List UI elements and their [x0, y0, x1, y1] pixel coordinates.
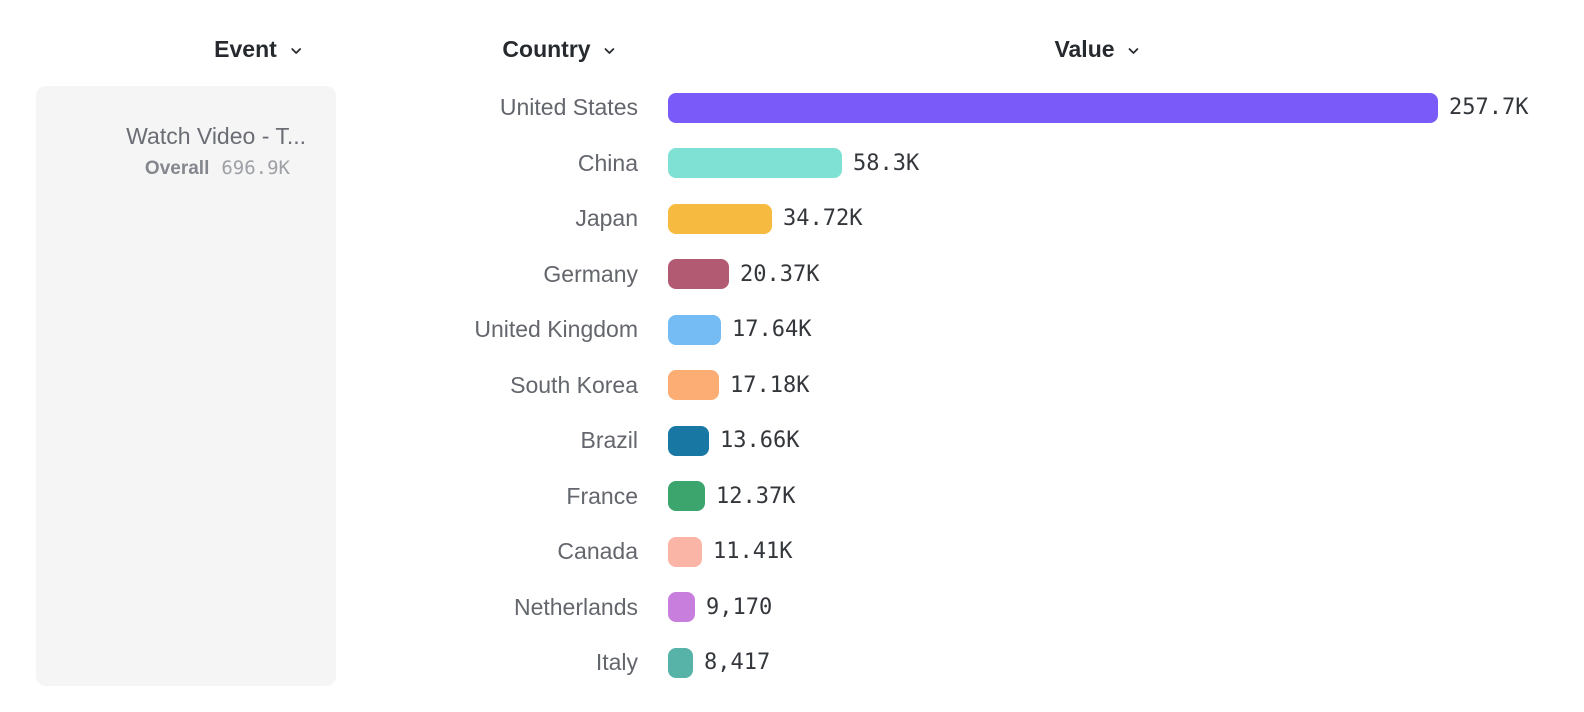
country-label: Canada — [557, 538, 638, 565]
value-label: 34.72K — [783, 206, 863, 232]
chart-row: Brazil 13.66K — [388, 413, 1584, 469]
bar-cell: 12.37K — [668, 481, 1584, 512]
value-bar[interactable] — [668, 314, 721, 345]
country-label: China — [577, 149, 638, 176]
country-column-label: Country — [502, 35, 591, 62]
value-label: 8,417 — [704, 650, 771, 676]
value-label: 11.41K — [713, 539, 793, 565]
value-bar[interactable] — [668, 647, 693, 678]
value-bar[interactable] — [668, 259, 729, 290]
value-bar[interactable] — [668, 592, 695, 623]
value-column-label: Value — [1054, 35, 1115, 62]
bar-cell: 257.7K — [668, 92, 1584, 123]
country-label: Japan — [575, 205, 638, 232]
country-label: South Korea — [510, 371, 638, 398]
value-bar[interactable] — [668, 425, 709, 456]
bar-cell: 20.37K — [668, 259, 1584, 290]
value-bar[interactable] — [668, 203, 772, 234]
country-label: Brazil — [580, 427, 638, 454]
value-bar[interactable] — [668, 370, 719, 401]
bar-cell: 34.72K — [668, 203, 1584, 234]
bar-cell: 17.64K — [668, 314, 1584, 345]
value-column-header[interactable]: Value — [1054, 34, 1141, 64]
event-overall-row: Overall 696.9K — [36, 157, 336, 180]
value-label: 20.37K — [740, 261, 820, 287]
overall-label: Overall — [144, 158, 210, 179]
value-label: 17.18K — [730, 372, 810, 398]
chevron-down-icon — [602, 43, 618, 59]
value-label: 257.7K — [1449, 95, 1529, 121]
value-label: 12.37K — [716, 483, 796, 509]
chart-row: Canada 11.41K — [388, 524, 1584, 580]
bar-cell: 9,170 — [668, 592, 1584, 623]
overall-value: 696.9K — [221, 157, 290, 179]
chart-row: Netherlands 9,170 — [388, 580, 1584, 636]
chart-row: France 12.37K — [388, 469, 1584, 525]
event-panel[interactable]: Watch Video - T... Overall 696.9K — [36, 86, 336, 686]
country-column-header[interactable]: Country — [502, 34, 617, 64]
country-label: Germany — [543, 260, 638, 287]
value-bar[interactable] — [668, 536, 702, 567]
country-label: United Kingdom — [474, 316, 638, 343]
chart-row: United States 257.7K — [388, 80, 1584, 136]
value-label: 13.66K — [720, 428, 800, 454]
bar-cell: 58.3K — [668, 148, 1584, 179]
event-column-label: Event — [214, 35, 277, 62]
chart-row: South Korea 17.18K — [388, 358, 1584, 414]
chart-row: United Kingdom 17.64K — [388, 302, 1584, 358]
chevron-down-icon — [1126, 43, 1142, 59]
bar-cell: 17.18K — [668, 370, 1584, 401]
bar-cell: 13.66K — [668, 425, 1584, 456]
value-label: 17.64K — [732, 317, 812, 343]
bar-cell: 8,417 — [668, 647, 1584, 678]
chart-row: China 58.3K — [388, 136, 1584, 192]
event-title: Watch Video - T... — [126, 123, 306, 149]
chart-row: Japan 34.72K — [388, 191, 1584, 247]
value-bar[interactable] — [668, 92, 1438, 123]
value-label: 9,170 — [706, 594, 773, 620]
event-column-header[interactable]: Event — [214, 34, 304, 64]
chart-row: Germany 20.37K — [388, 247, 1584, 303]
value-bar[interactable] — [668, 481, 705, 512]
value-bar[interactable] — [668, 148, 842, 179]
chevron-down-icon — [288, 43, 304, 59]
country-label: Netherlands — [513, 593, 638, 620]
country-label: France — [566, 482, 638, 509]
chart-row: Italy 8,417 — [388, 635, 1584, 691]
value-label: 58.3K — [853, 150, 920, 176]
country-label: Italy — [595, 649, 638, 676]
bar-cell: 11.41K — [668, 536, 1584, 567]
chart-rows: United States 257.7K China 58.3K Japan 3… — [388, 80, 1584, 691]
country-label: United States — [499, 94, 638, 121]
